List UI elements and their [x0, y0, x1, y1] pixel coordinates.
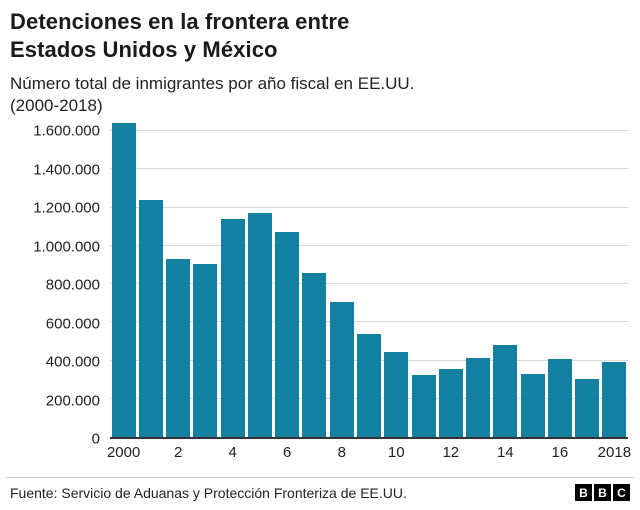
gridline-1.400.000 — [110, 168, 628, 170]
chart-header: Detenciones en la frontera entre Estados… — [0, 0, 640, 117]
y-tick-label: 0 — [91, 430, 100, 448]
x-tick-label-10: 10 — [387, 444, 405, 462]
chart-footer: Fuente: Servicio de Aduanas y Protección… — [6, 477, 634, 510]
plot-area — [110, 123, 628, 440]
bar-2010 — [384, 351, 409, 438]
bar-2006 — [275, 232, 300, 438]
bar-2008 — [329, 302, 354, 438]
bar-2009 — [357, 333, 381, 438]
x-tick-label-14: 14 — [496, 444, 514, 462]
bar-2018 — [602, 361, 627, 438]
bar-2016 — [547, 358, 572, 438]
gridline-1.600.000 — [110, 130, 628, 132]
y-tick-label: 800.000 — [45, 276, 100, 294]
x-tick-label-4: 4 — [228, 444, 237, 462]
gridline-1.000.000 — [110, 244, 628, 246]
gridline-600.000 — [110, 321, 628, 323]
bbc-logo-block-c: C — [613, 484, 630, 501]
x-tick-label-6: 6 — [283, 444, 292, 462]
plot-row: 0 200.000 400.000 600.000 800.000 1.000.000 1.… — [10, 123, 628, 448]
x-tick-label-12: 12 — [442, 444, 460, 462]
y-tick-label: 400.000 — [45, 353, 100, 371]
x-tick-label-8: 8 — [337, 444, 346, 462]
bar-chart: 0 200.000 400.000 600.000 800.000 1.000.000 1.… — [10, 123, 632, 466]
x-tick-label-2000: 2000 — [106, 444, 141, 462]
y-tick-label: 1.600.000 — [33, 122, 100, 140]
bar-2011 — [411, 374, 436, 438]
x-tick-label-2: 2 — [173, 444, 183, 462]
bar-2013 — [466, 357, 491, 438]
gridline-800.000 — [110, 283, 628, 285]
bar-2007 — [302, 272, 327, 438]
bar-2012 — [438, 369, 463, 438]
bar-2002 — [166, 259, 191, 438]
source-text: Fuente: Servicio de Aduanas y Protección… — [10, 484, 407, 501]
bar-2001 — [138, 199, 163, 438]
bar-2017 — [575, 378, 600, 438]
x-tick-label-16: 16 — [551, 444, 569, 462]
bar-2005 — [247, 213, 272, 438]
bar-2003 — [193, 263, 218, 438]
chart-title: Detenciones en la frontera entre Estados… — [10, 9, 350, 62]
bar-2004 — [220, 219, 245, 438]
bar-2014 — [493, 345, 518, 438]
x-axis: 2000 2 4 6 8 10 12 14 16 2018 — [106, 444, 632, 466]
y-tick-label: 1.200.000 — [33, 199, 100, 217]
bar-2015 — [520, 373, 545, 438]
y-axis: 0 200.000 400.000 600.000 800.000 1.000.000 1.… — [10, 123, 100, 448]
bbc-logo-block-b1: B — [575, 484, 592, 501]
chart-subtitle: Número total de inmigrantes por año fisc… — [10, 73, 415, 115]
x-tick-label-2018: 2018 — [597, 444, 632, 462]
bar-2000 — [111, 123, 136, 438]
bbc-logo: B B C — [573, 484, 630, 501]
y-tick-label: 1.400.000 — [33, 161, 100, 179]
gridline-1.200.000 — [110, 206, 628, 208]
bbc-logo-block-b2: B — [594, 484, 611, 501]
y-tick-label: 1.000.000 — [33, 238, 100, 256]
y-tick-label: 200.000 — [45, 392, 100, 410]
y-tick-label: 600.000 — [45, 315, 100, 333]
